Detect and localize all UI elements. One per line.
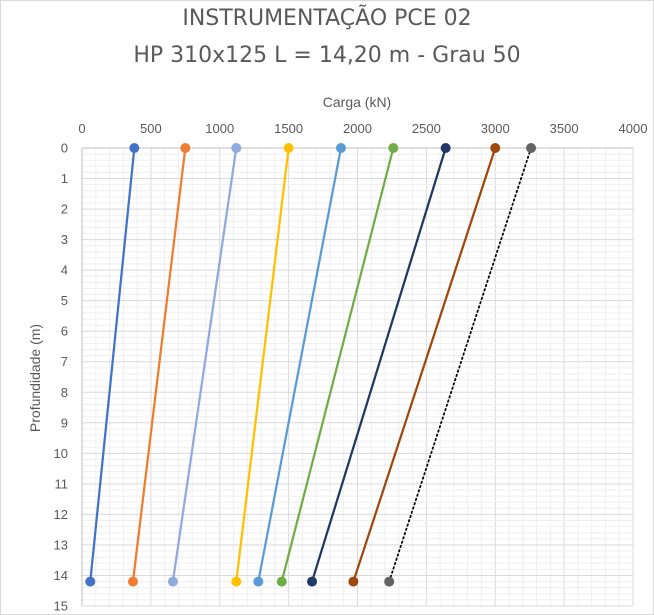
y-tick-label: 9: [61, 415, 68, 430]
series-line: [280, 146, 395, 583]
data-point: [307, 576, 318, 587]
x-tick-label: 1500: [274, 121, 303, 136]
data-point: [388, 143, 399, 153]
y-tick-label: 7: [61, 354, 68, 369]
series-line: [235, 146, 290, 583]
x-tick-label: 500: [140, 121, 162, 136]
x-axis-label: Carga (kN): [323, 94, 391, 110]
x-tick-label: 2500: [412, 121, 441, 136]
data-point: [167, 576, 178, 587]
data-point: [440, 143, 451, 153]
data-point: [180, 143, 191, 153]
data-point: [127, 576, 138, 587]
series-2: [127, 143, 191, 587]
y-tick-label: 13: [54, 537, 68, 552]
data-point: [85, 576, 96, 587]
grid-lines: [81, 147, 634, 607]
data-point: [253, 576, 264, 587]
series-3: [167, 143, 242, 587]
series-7: [307, 143, 451, 587]
y-tick-label: 3: [61, 232, 68, 247]
y-tick-label: 4: [61, 263, 68, 278]
y-tick-label: 0: [61, 141, 68, 156]
data-point: [276, 576, 287, 587]
data-series: [85, 143, 537, 587]
series-line: [310, 146, 447, 583]
data-point: [335, 143, 346, 153]
series-6: [276, 143, 399, 587]
series-line: [257, 146, 343, 583]
y-tick-label: 11: [55, 476, 69, 491]
y-tick-label: 1: [61, 171, 68, 186]
y-tick-label: 15: [54, 599, 68, 614]
x-tick-label: 3000: [481, 121, 510, 136]
x-tick-label: 3500: [550, 121, 579, 136]
chart-subtitle: HP 310x125 L = 14,20 m - Grau 50: [133, 43, 521, 68]
data-point: [490, 143, 501, 153]
y-tick-label: 2: [61, 202, 68, 217]
data-point: [231, 576, 242, 587]
chart-title: INSTRUMENTAÇÃO PCE 02: [182, 6, 472, 31]
data-point: [384, 576, 395, 587]
series-5: [253, 143, 346, 587]
x-tick-label: 4000: [619, 121, 648, 136]
series-4: [231, 143, 294, 587]
x-tick-label: 1000: [205, 121, 234, 136]
y-tick-label: 8: [61, 385, 68, 400]
data-point: [348, 576, 359, 587]
data-point: [526, 143, 537, 153]
y-tick-label: 6: [61, 324, 68, 339]
y-tick-label: 14: [54, 568, 68, 583]
x-tick-label: 2000: [343, 121, 372, 136]
data-point: [129, 143, 140, 153]
data-point: [283, 143, 294, 153]
y-axis-label: Profundidade (m): [27, 324, 43, 432]
data-point: [231, 143, 242, 153]
series-line: [388, 147, 532, 583]
x-tick-label: 0: [78, 121, 85, 136]
series-8: [348, 143, 501, 587]
y-tick-label: 10: [54, 446, 68, 461]
series-line: [171, 146, 238, 583]
series-9: [384, 143, 537, 587]
series-line: [131, 146, 187, 583]
series-1: [85, 143, 140, 587]
y-tick-label: 5: [61, 293, 68, 308]
series-line: [352, 146, 497, 583]
series-line: [89, 146, 136, 583]
y-tick-label: 12: [54, 507, 68, 522]
x-axis-ticks: 0 500 1000 1500 2000 2500 3000 3500 4000: [78, 121, 647, 136]
